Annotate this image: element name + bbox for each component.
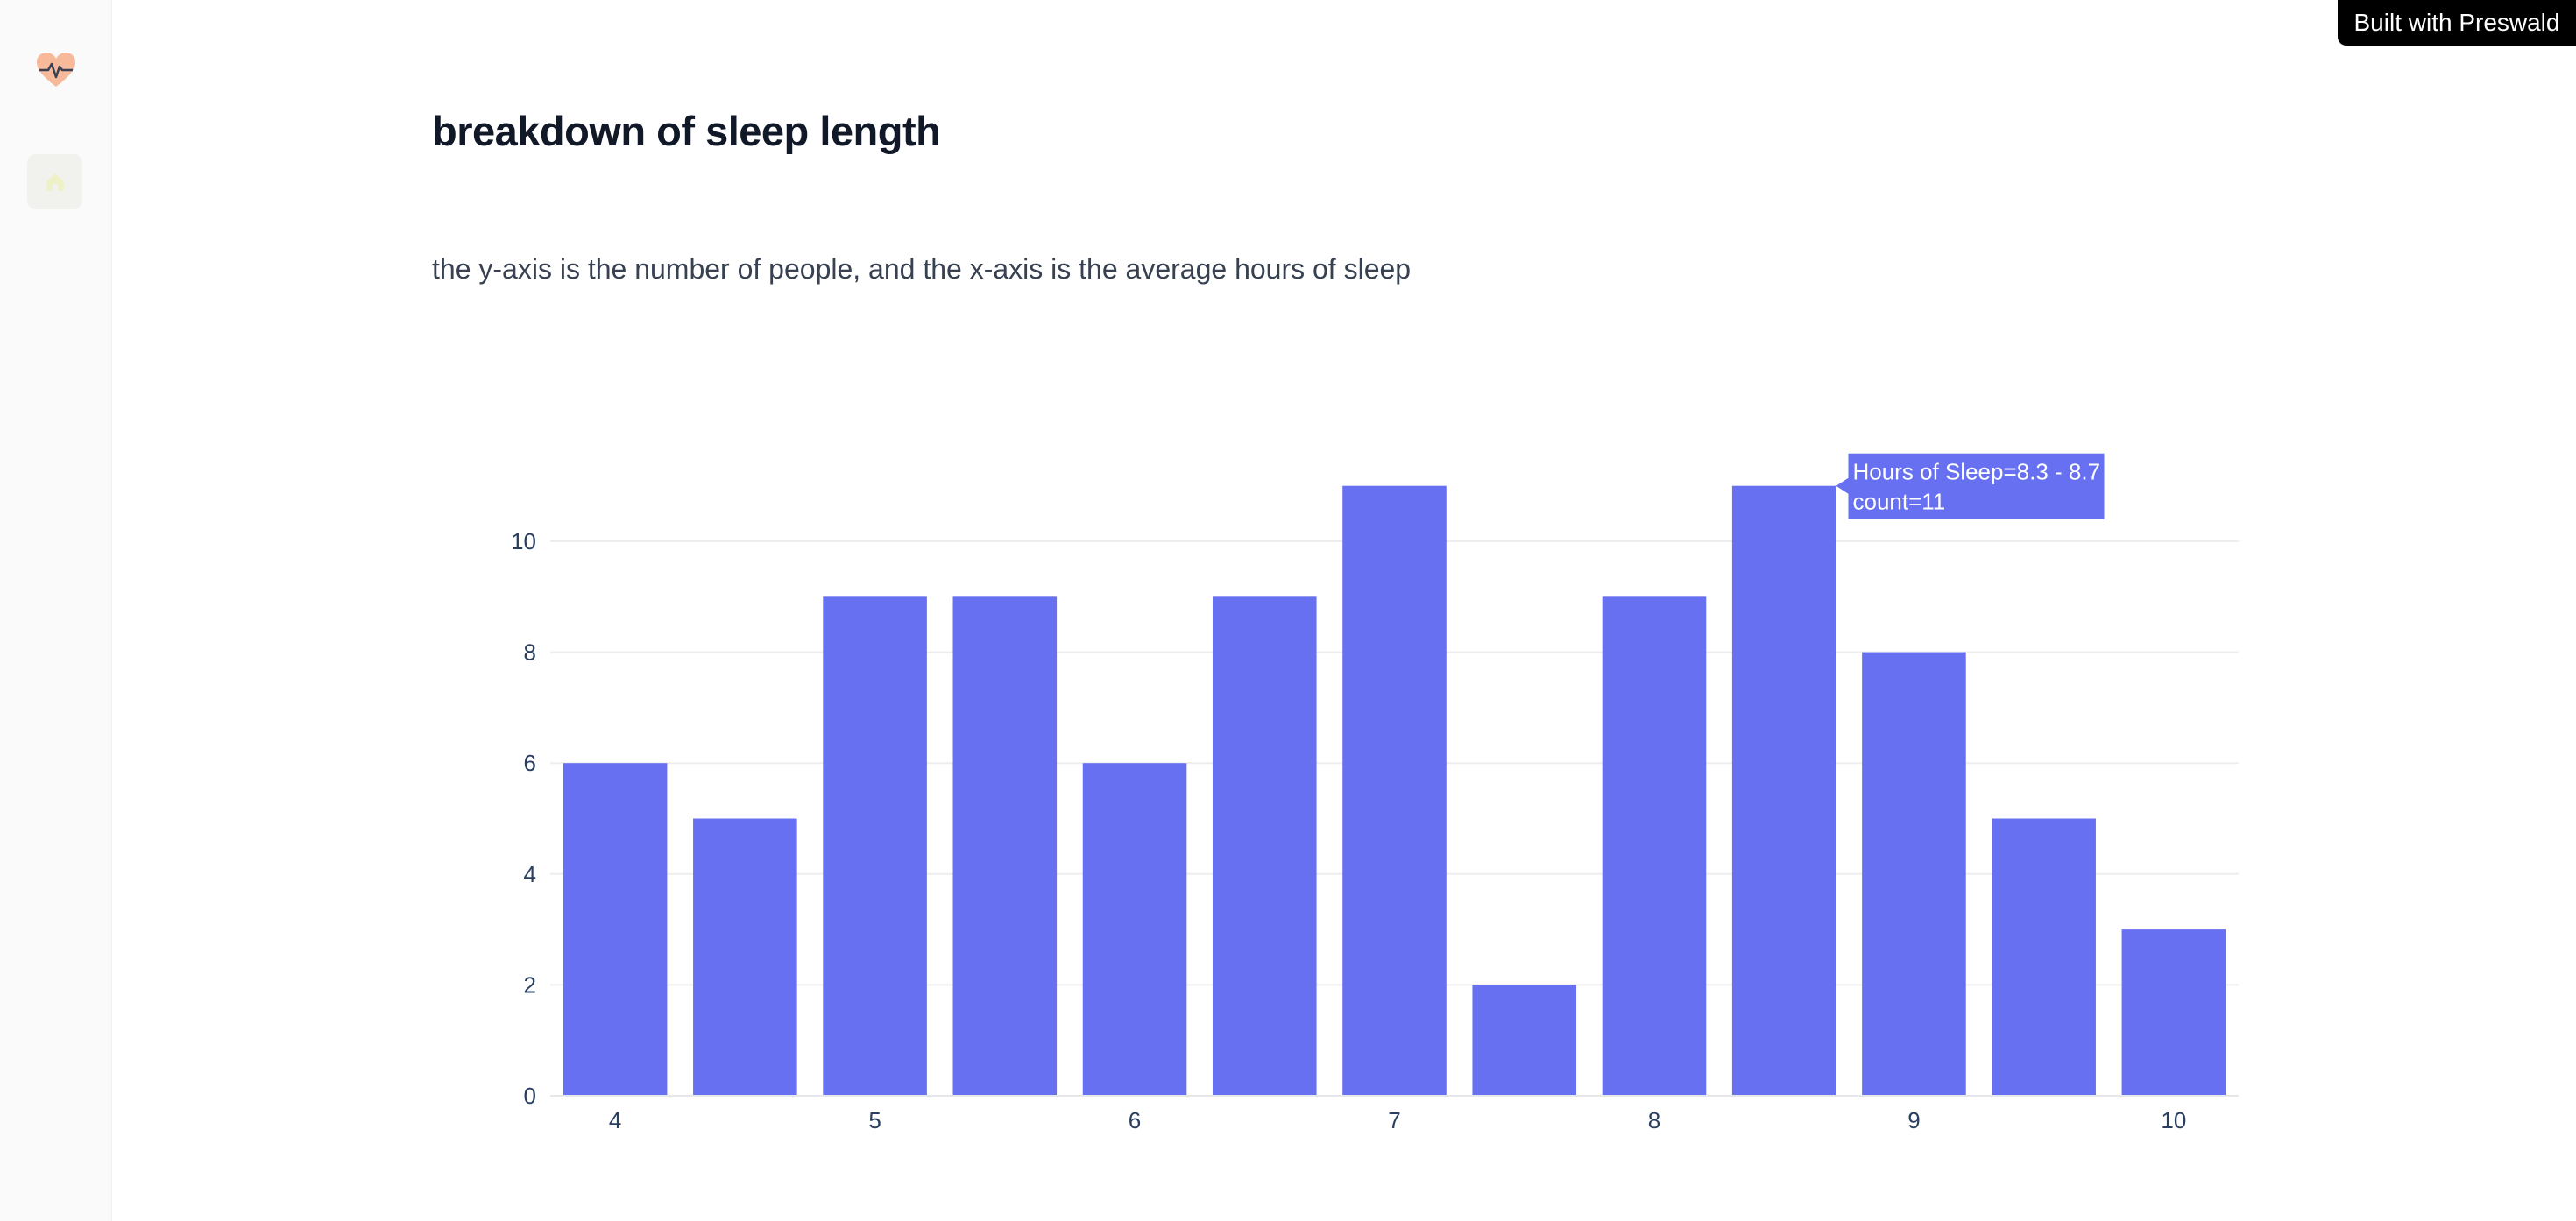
bar[interactable] — [1342, 485, 1447, 1096]
sidebar — [0, 0, 112, 1221]
x-tick-label: 7 — [1388, 1107, 1400, 1133]
bar[interactable] — [1731, 485, 1836, 1096]
bar[interactable] — [1992, 818, 2096, 1096]
page-description: the y-axis is the number of people, and … — [432, 253, 1412, 285]
y-tick-label: 0 — [524, 1083, 536, 1109]
bar[interactable] — [2121, 929, 2226, 1096]
x-tick-label: 6 — [1129, 1107, 1141, 1133]
tooltip-pointer — [1836, 477, 1849, 494]
y-tick-label: 6 — [524, 750, 536, 776]
x-tick-label: 4 — [609, 1107, 621, 1133]
tooltip-box — [1848, 453, 2105, 519]
tooltip-range-text: Hours of Sleep=8.3 - 8.7 — [1852, 459, 2100, 485]
page-title: breakdown of sleep length — [432, 108, 941, 154]
x-tick-label: 9 — [1907, 1107, 1920, 1133]
bar[interactable] — [563, 763, 668, 1096]
tooltip-count-text: count=11 — [1852, 489, 1945, 515]
y-tick-label: 10 — [511, 528, 536, 554]
y-tick-label: 4 — [524, 861, 536, 887]
sidebar-item-home[interactable] — [27, 154, 82, 209]
heart-pulse-icon[interactable] — [35, 51, 77, 89]
y-tick-label: 2 — [524, 971, 536, 998]
y-tick-label: 8 — [524, 639, 536, 666]
bar[interactable] — [693, 818, 797, 1096]
x-tick-label: 8 — [1648, 1107, 1660, 1133]
bar[interactable] — [1472, 985, 1577, 1096]
x-tick-label: 10 — [2161, 1107, 2186, 1133]
bar[interactable] — [1212, 596, 1317, 1096]
built-with-badge[interactable]: Built with Preswald — [2338, 0, 2576, 46]
home-icon — [46, 173, 64, 191]
bar[interactable] — [1602, 596, 1707, 1096]
bar[interactable] — [1082, 763, 1187, 1096]
bar[interactable] — [1862, 652, 1966, 1096]
bar[interactable] — [952, 596, 1058, 1096]
bar[interactable] — [823, 596, 927, 1096]
x-tick-label: 5 — [868, 1107, 881, 1133]
